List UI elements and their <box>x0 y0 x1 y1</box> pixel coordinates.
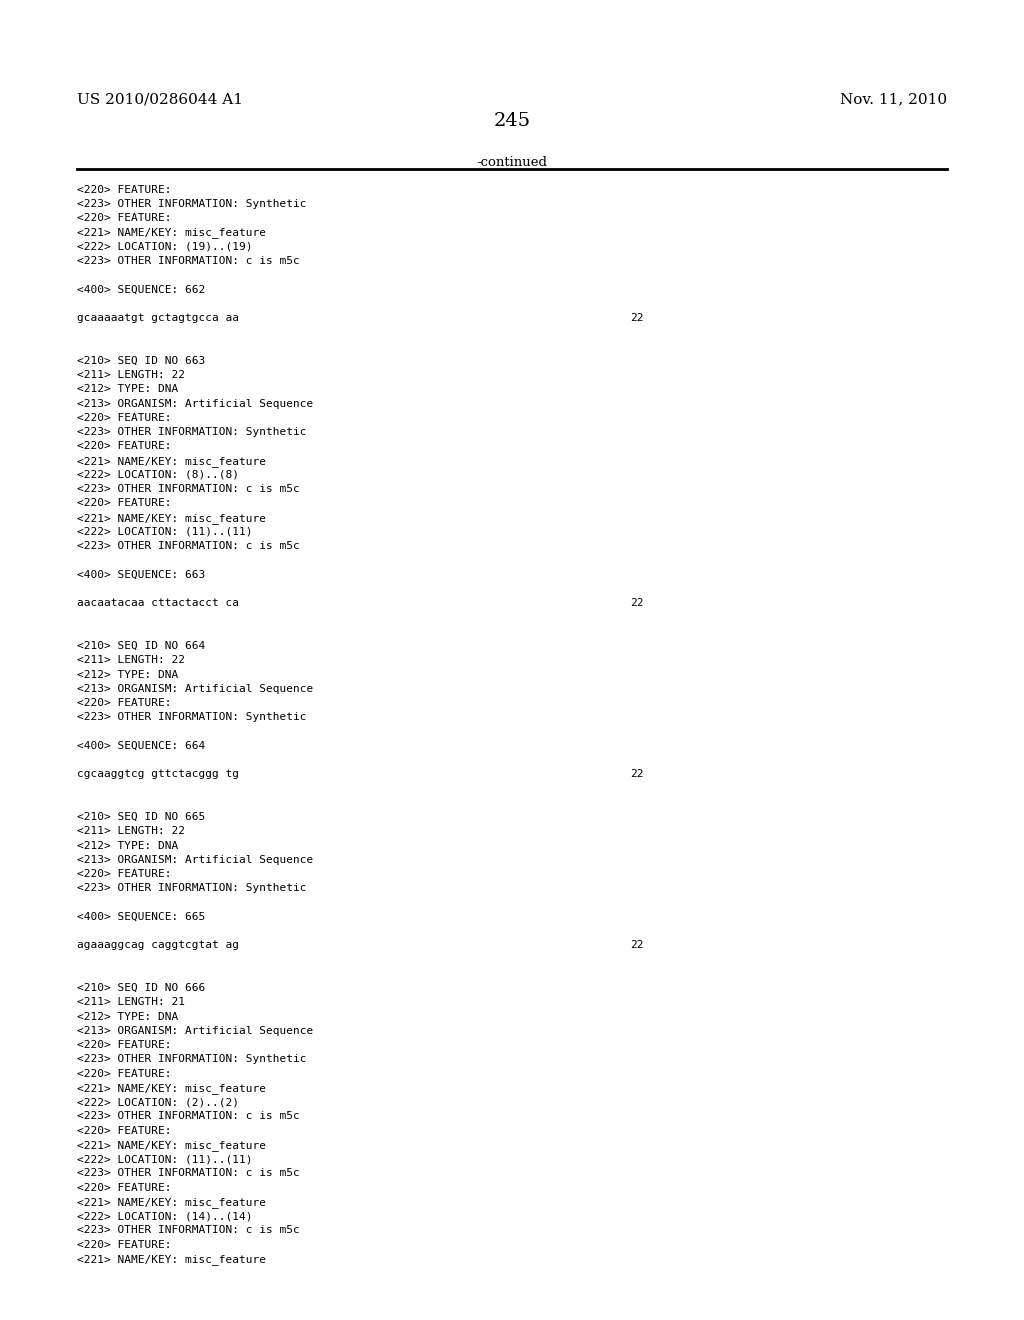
Text: <222> LOCATION: (11)..(11): <222> LOCATION: (11)..(11) <box>77 1154 252 1164</box>
Text: 22: 22 <box>630 940 643 950</box>
Text: <222> LOCATION: (8)..(8): <222> LOCATION: (8)..(8) <box>77 470 239 480</box>
Text: <212> TYPE: DNA: <212> TYPE: DNA <box>77 841 178 850</box>
Text: <400> SEQUENCE: 662: <400> SEQUENCE: 662 <box>77 285 205 294</box>
Text: <213> ORGANISM: Artificial Sequence: <213> ORGANISM: Artificial Sequence <box>77 855 313 865</box>
Text: <210> SEQ ID NO 663: <210> SEQ ID NO 663 <box>77 356 205 366</box>
Text: <211> LENGTH: 22: <211> LENGTH: 22 <box>77 655 184 665</box>
Text: <223> OTHER INFORMATION: Synthetic: <223> OTHER INFORMATION: Synthetic <box>77 883 306 894</box>
Text: <223> OTHER INFORMATION: Synthetic: <223> OTHER INFORMATION: Synthetic <box>77 428 306 437</box>
Text: <211> LENGTH: 21: <211> LENGTH: 21 <box>77 998 184 1007</box>
Text: <220> FEATURE:: <220> FEATURE: <box>77 869 171 879</box>
Text: 22: 22 <box>630 313 643 323</box>
Text: gcaaaaatgt gctagtgcca aa: gcaaaaatgt gctagtgcca aa <box>77 313 239 323</box>
Text: <220> FEATURE:: <220> FEATURE: <box>77 698 171 708</box>
Text: <221> NAME/KEY: misc_feature: <221> NAME/KEY: misc_feature <box>77 1082 266 1094</box>
Text: <210> SEQ ID NO 666: <210> SEQ ID NO 666 <box>77 983 205 993</box>
Text: <213> ORGANISM: Artificial Sequence: <213> ORGANISM: Artificial Sequence <box>77 684 313 694</box>
Text: <222> LOCATION: (19)..(19): <222> LOCATION: (19)..(19) <box>77 242 252 252</box>
Text: <220> FEATURE:: <220> FEATURE: <box>77 1040 171 1051</box>
Text: <223> OTHER INFORMATION: c is m5c: <223> OTHER INFORMATION: c is m5c <box>77 1225 300 1236</box>
Text: <220> FEATURE:: <220> FEATURE: <box>77 214 171 223</box>
Text: -continued: -continued <box>476 156 548 169</box>
Text: <221> NAME/KEY: misc_feature: <221> NAME/KEY: misc_feature <box>77 1254 266 1265</box>
Text: <221> NAME/KEY: misc_feature: <221> NAME/KEY: misc_feature <box>77 227 266 239</box>
Text: <211> LENGTH: 22: <211> LENGTH: 22 <box>77 370 184 380</box>
Text: Nov. 11, 2010: Nov. 11, 2010 <box>840 92 947 107</box>
Text: <221> NAME/KEY: misc_feature: <221> NAME/KEY: misc_feature <box>77 455 266 466</box>
Text: <210> SEQ ID NO 665: <210> SEQ ID NO 665 <box>77 812 205 822</box>
Text: <400> SEQUENCE: 664: <400> SEQUENCE: 664 <box>77 741 205 751</box>
Text: <212> TYPE: DNA: <212> TYPE: DNA <box>77 384 178 395</box>
Text: <400> SEQUENCE: 665: <400> SEQUENCE: 665 <box>77 912 205 921</box>
Text: aacaatacaa cttactacct ca: aacaatacaa cttactacct ca <box>77 598 239 609</box>
Text: <400> SEQUENCE: 663: <400> SEQUENCE: 663 <box>77 570 205 579</box>
Text: <222> LOCATION: (2)..(2): <222> LOCATION: (2)..(2) <box>77 1097 239 1107</box>
Text: 22: 22 <box>630 770 643 779</box>
Text: <220> FEATURE:: <220> FEATURE: <box>77 413 171 422</box>
Text: <220> FEATURE:: <220> FEATURE: <box>77 185 171 195</box>
Text: <220> FEATURE:: <220> FEATURE: <box>77 1239 171 1250</box>
Text: 245: 245 <box>494 112 530 131</box>
Text: <211> LENGTH: 22: <211> LENGTH: 22 <box>77 826 184 837</box>
Text: cgcaaggtcg gttctacggg tg: cgcaaggtcg gttctacggg tg <box>77 770 239 779</box>
Text: <210> SEQ ID NO 664: <210> SEQ ID NO 664 <box>77 642 205 651</box>
Text: <213> ORGANISM: Artificial Sequence: <213> ORGANISM: Artificial Sequence <box>77 1026 313 1036</box>
Text: <220> FEATURE:: <220> FEATURE: <box>77 441 171 451</box>
Text: <220> FEATURE:: <220> FEATURE: <box>77 1069 171 1078</box>
Text: US 2010/0286044 A1: US 2010/0286044 A1 <box>77 92 243 107</box>
Text: <221> NAME/KEY: misc_feature: <221> NAME/KEY: misc_feature <box>77 1197 266 1208</box>
Text: <221> NAME/KEY: misc_feature: <221> NAME/KEY: misc_feature <box>77 512 266 524</box>
Text: <213> ORGANISM: Artificial Sequence: <213> ORGANISM: Artificial Sequence <box>77 399 313 409</box>
Text: <212> TYPE: DNA: <212> TYPE: DNA <box>77 1011 178 1022</box>
Text: <212> TYPE: DNA: <212> TYPE: DNA <box>77 669 178 680</box>
Text: agaaaggcag caggtcgtat ag: agaaaggcag caggtcgtat ag <box>77 940 239 950</box>
Text: <223> OTHER INFORMATION: Synthetic: <223> OTHER INFORMATION: Synthetic <box>77 199 306 209</box>
Text: <222> LOCATION: (14)..(14): <222> LOCATION: (14)..(14) <box>77 1212 252 1221</box>
Text: <223> OTHER INFORMATION: c is m5c: <223> OTHER INFORMATION: c is m5c <box>77 484 300 494</box>
Text: <221> NAME/KEY: misc_feature: <221> NAME/KEY: misc_feature <box>77 1140 266 1151</box>
Text: <220> FEATURE:: <220> FEATURE: <box>77 1126 171 1135</box>
Text: <220> FEATURE:: <220> FEATURE: <box>77 499 171 508</box>
Text: <223> OTHER INFORMATION: c is m5c: <223> OTHER INFORMATION: c is m5c <box>77 1111 300 1122</box>
Text: <223> OTHER INFORMATION: c is m5c: <223> OTHER INFORMATION: c is m5c <box>77 256 300 267</box>
Text: <220> FEATURE:: <220> FEATURE: <box>77 1183 171 1193</box>
Text: 22: 22 <box>630 598 643 609</box>
Text: <223> OTHER INFORMATION: Synthetic: <223> OTHER INFORMATION: Synthetic <box>77 713 306 722</box>
Text: <223> OTHER INFORMATION: c is m5c: <223> OTHER INFORMATION: c is m5c <box>77 1168 300 1179</box>
Text: <222> LOCATION: (11)..(11): <222> LOCATION: (11)..(11) <box>77 527 252 537</box>
Text: <223> OTHER INFORMATION: Synthetic: <223> OTHER INFORMATION: Synthetic <box>77 1055 306 1064</box>
Text: <223> OTHER INFORMATION: c is m5c: <223> OTHER INFORMATION: c is m5c <box>77 541 300 552</box>
